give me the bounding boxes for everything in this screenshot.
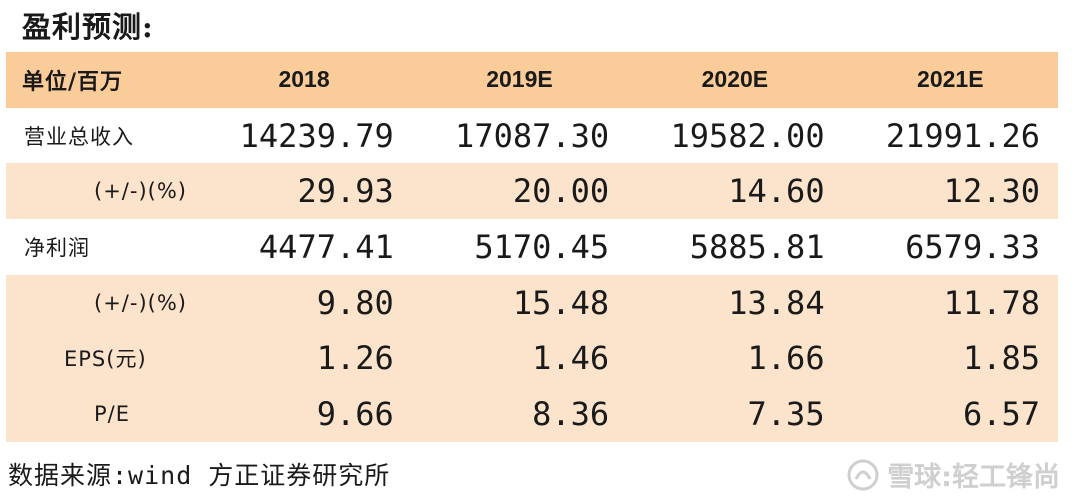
cell-value: 20.00 — [411, 163, 628, 220]
cell-value: 1.46 — [411, 330, 628, 387]
cell-value: 29.93 — [196, 163, 412, 220]
cell-value: 5885.81 — [689, 227, 825, 266]
cell-value: 5170.45 — [474, 227, 610, 266]
row-label: P/E — [6, 386, 197, 442]
table-row: P/E 9.66 8.36 7.35 6.57 — [6, 386, 1058, 442]
page-title: 盈利预测: — [22, 10, 154, 44]
table-row: (+/-)(%) 9.80 15.48 13.84 11.78 — [6, 274, 1058, 331]
cell-value: 1.85 — [842, 330, 1058, 387]
table-row: EPS(元) 1.26 1.46 1.66 1.85 — [6, 330, 1058, 387]
source-note: 数据来源:wind 方正证券研究所 — [8, 461, 391, 490]
year-header: 2020E — [627, 52, 843, 108]
cell-value: 6579.33 — [905, 227, 1040, 266]
forecast-table: 单位/百万 2018 2019E 2020E 2021E 营业总收入 14239… — [6, 52, 1058, 442]
row-label: (+/-)(%) — [6, 163, 197, 220]
cell-value: 19582.00 — [670, 116, 825, 155]
year-header: 2021E — [842, 52, 1058, 108]
year-header: 2019E — [411, 52, 628, 108]
cell-value: 4477.41 — [258, 227, 394, 266]
row-label: (+/-)(%) — [6, 274, 197, 331]
cell-value: 11.78 — [842, 274, 1058, 331]
cell-value: 17087.30 — [455, 116, 610, 155]
cell-value: 12.30 — [842, 163, 1058, 220]
table-row: 营业总收入 14239.79 17087.30 19582.00 21991.2… — [6, 108, 1058, 164]
row-label: 营业总收入 — [24, 124, 134, 149]
cell-value: 14.60 — [627, 163, 843, 220]
table-header-row: 单位/百万 2018 2019E 2020E 2021E — [6, 52, 1058, 108]
table-row: (+/-)(%) 29.93 20.00 14.60 12.30 — [6, 163, 1058, 220]
cell-value: 9.80 — [196, 274, 412, 331]
table-row: 净利润 4477.41 5170.45 5885.81 6579.33 — [6, 219, 1058, 275]
watermark-text: 雪球:轻工锋尚 — [887, 462, 1060, 493]
watermark: 雪球:轻工锋尚 — [847, 455, 1060, 494]
cell-value: 21991.26 — [885, 116, 1040, 155]
cell-value: 8.36 — [411, 386, 628, 442]
year-header: 2018 — [196, 52, 412, 108]
unit-header: 单位/百万 — [6, 52, 197, 108]
cell-value: 1.26 — [196, 330, 412, 387]
cell-value: 9.66 — [196, 386, 412, 442]
cell-value: 15.48 — [411, 274, 628, 331]
snowball-logo-icon — [847, 459, 879, 490]
row-label: 净利润 — [24, 235, 90, 260]
cell-value: 1.66 — [627, 330, 843, 387]
cell-value: 6.57 — [842, 386, 1058, 442]
cell-value: 13.84 — [627, 274, 843, 331]
row-label: EPS(元) — [6, 330, 197, 387]
cell-value: 14239.79 — [239, 116, 394, 155]
cell-value: 7.35 — [627, 386, 843, 442]
